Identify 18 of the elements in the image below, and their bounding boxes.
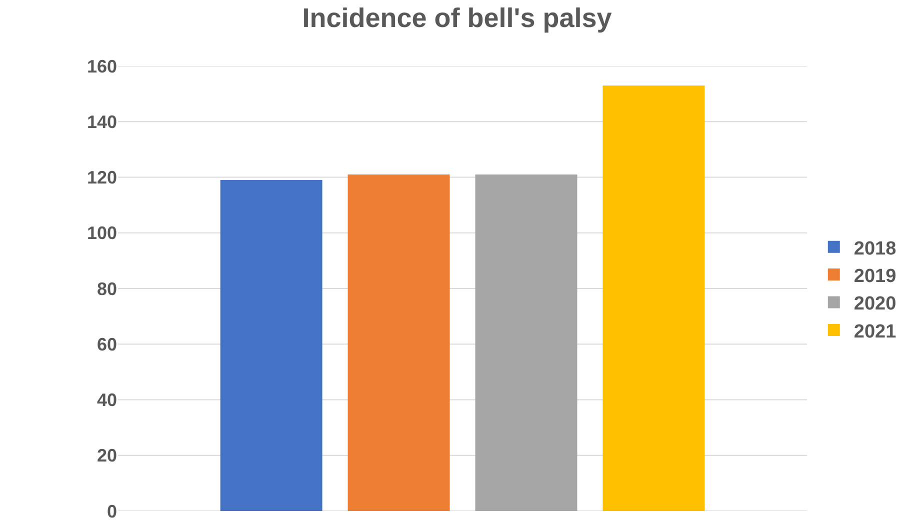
y-tick-label: 40	[96, 390, 117, 410]
bar	[348, 174, 450, 511]
y-tick-label: 80	[96, 278, 117, 299]
y-tick-label: 100	[86, 223, 117, 244]
y-tick-label: 20	[96, 446, 117, 466]
legend-label: 2020	[854, 294, 896, 315]
y-tick-label: 60	[96, 334, 117, 354]
bar	[602, 85, 705, 511]
bar	[475, 174, 578, 511]
y-tick-label: 0	[106, 501, 117, 522]
legend-label: 2021	[854, 321, 897, 342]
y-tick-label: 140	[86, 112, 117, 132]
y-tick-label: 160	[86, 56, 117, 76]
legend-label: 2018	[854, 238, 896, 260]
y-tick-label: 120	[86, 168, 117, 188]
legend-label: 2019	[854, 266, 896, 287]
chart-title: Incidence of bell's palsy	[302, 2, 612, 33]
bar	[220, 180, 322, 511]
